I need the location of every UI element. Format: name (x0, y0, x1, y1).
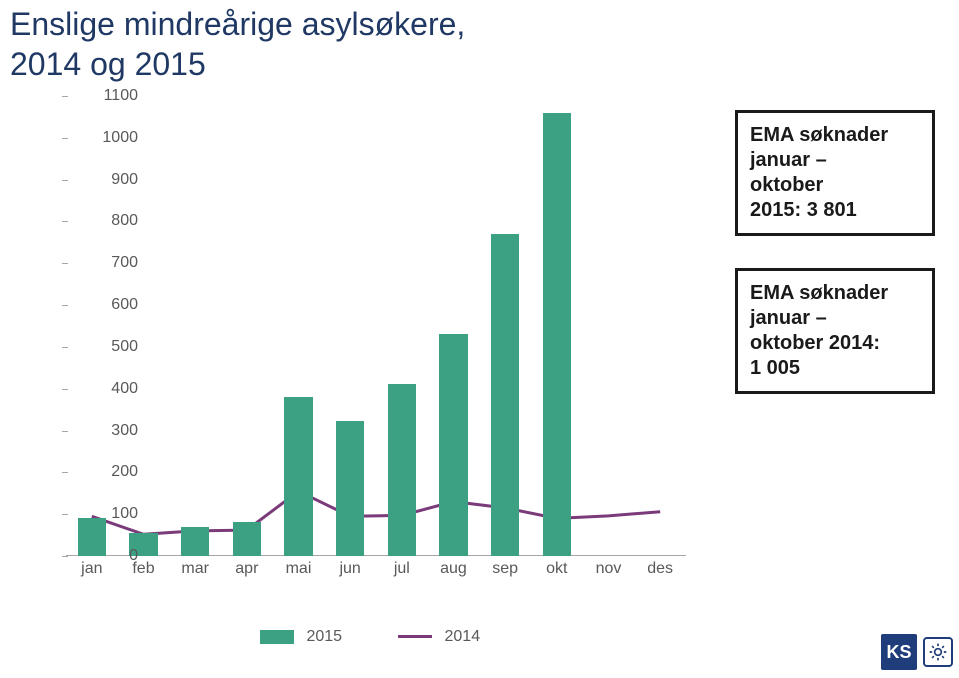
info-box-line: 2015: 3 801 (750, 198, 920, 223)
x-tick-label: mar (169, 560, 221, 578)
info-box-line: EMA søknader (750, 281, 920, 306)
y-tick-mark (62, 180, 68, 181)
bar (233, 522, 261, 556)
y-tick-mark (62, 138, 68, 139)
info-box-2014: EMA søknader januar – oktober 2014: 1 00… (735, 268, 935, 394)
x-tick-label: jul (376, 560, 428, 578)
bar (181, 527, 209, 556)
x-tick-label: apr (221, 560, 273, 578)
x-tick-label: des (634, 560, 686, 578)
line-path (92, 491, 660, 534)
info-box-line: oktober 2014: (750, 331, 920, 356)
gear-icon (923, 637, 953, 667)
legend-item-2014: 2014 (398, 628, 480, 646)
y-tick-mark (62, 221, 68, 222)
info-box-line: januar – (750, 306, 920, 331)
y-tick-mark (62, 389, 68, 390)
x-tick-label: mai (273, 560, 325, 578)
y-tick-label: 500 (90, 338, 138, 356)
y-tick-mark (62, 96, 68, 97)
info-box-line: januar – (750, 148, 920, 173)
bar (284, 397, 312, 556)
y-tick-mark (62, 472, 68, 473)
y-tick-label: 1100 (90, 87, 138, 105)
page-title: Enslige mindreårige asylsøkere, 2014 og … (10, 4, 465, 84)
y-tick-label: 1000 (90, 129, 138, 147)
x-tick-label: nov (583, 560, 635, 578)
y-tick-mark (62, 514, 68, 515)
y-tick-mark (62, 305, 68, 306)
x-tick-label: jun (324, 560, 376, 578)
y-tick-label: 100 (90, 505, 138, 523)
legend-item-2015: 2015 (260, 628, 342, 646)
info-box-line: oktober (750, 173, 920, 198)
y-tick-label: 400 (90, 380, 138, 398)
x-tick-label: sep (479, 560, 531, 578)
line-series-2014 (66, 96, 686, 556)
y-tick-label: 700 (90, 254, 138, 272)
plot-area (66, 96, 686, 556)
x-tick-label: jan (66, 560, 118, 578)
y-tick-mark (62, 556, 68, 557)
bar (388, 384, 416, 556)
info-box-line: EMA søknader (750, 123, 920, 148)
legend-swatch-line (398, 635, 432, 638)
x-tick-label: okt (531, 560, 583, 578)
legend-label: 2015 (306, 628, 342, 645)
slide: Enslige mindreårige asylsøkere, 2014 og … (0, 0, 959, 678)
chart: 010020030040050060070080090010001100janf… (10, 90, 710, 610)
y-tick-label: 200 (90, 463, 138, 481)
bar (439, 334, 467, 556)
y-tick-mark (62, 431, 68, 432)
y-tick-label: 600 (90, 296, 138, 314)
bar (336, 421, 364, 556)
title-line-1: Enslige mindreårige asylsøkere, (10, 6, 465, 42)
bar (491, 234, 519, 556)
legend-swatch-bar (260, 630, 294, 644)
y-tick-mark (62, 263, 68, 264)
title-line-2: 2014 og 2015 (10, 46, 206, 82)
y-tick-label: 300 (90, 422, 138, 440)
y-tick-label: 800 (90, 212, 138, 230)
bar (543, 113, 571, 556)
info-box-line: 1 005 (750, 356, 920, 381)
x-tick-label: feb (118, 560, 170, 578)
ks-logo: KS (881, 634, 917, 670)
legend: 2015 2014 (260, 628, 480, 646)
info-box-2015: EMA søknader januar – oktober 2015: 3 80… (735, 110, 935, 236)
legend-label: 2014 (445, 628, 481, 645)
y-tick-mark (62, 347, 68, 348)
x-tick-label: aug (428, 560, 480, 578)
y-tick-label: 900 (90, 171, 138, 189)
footer-logo: KS (881, 632, 959, 672)
